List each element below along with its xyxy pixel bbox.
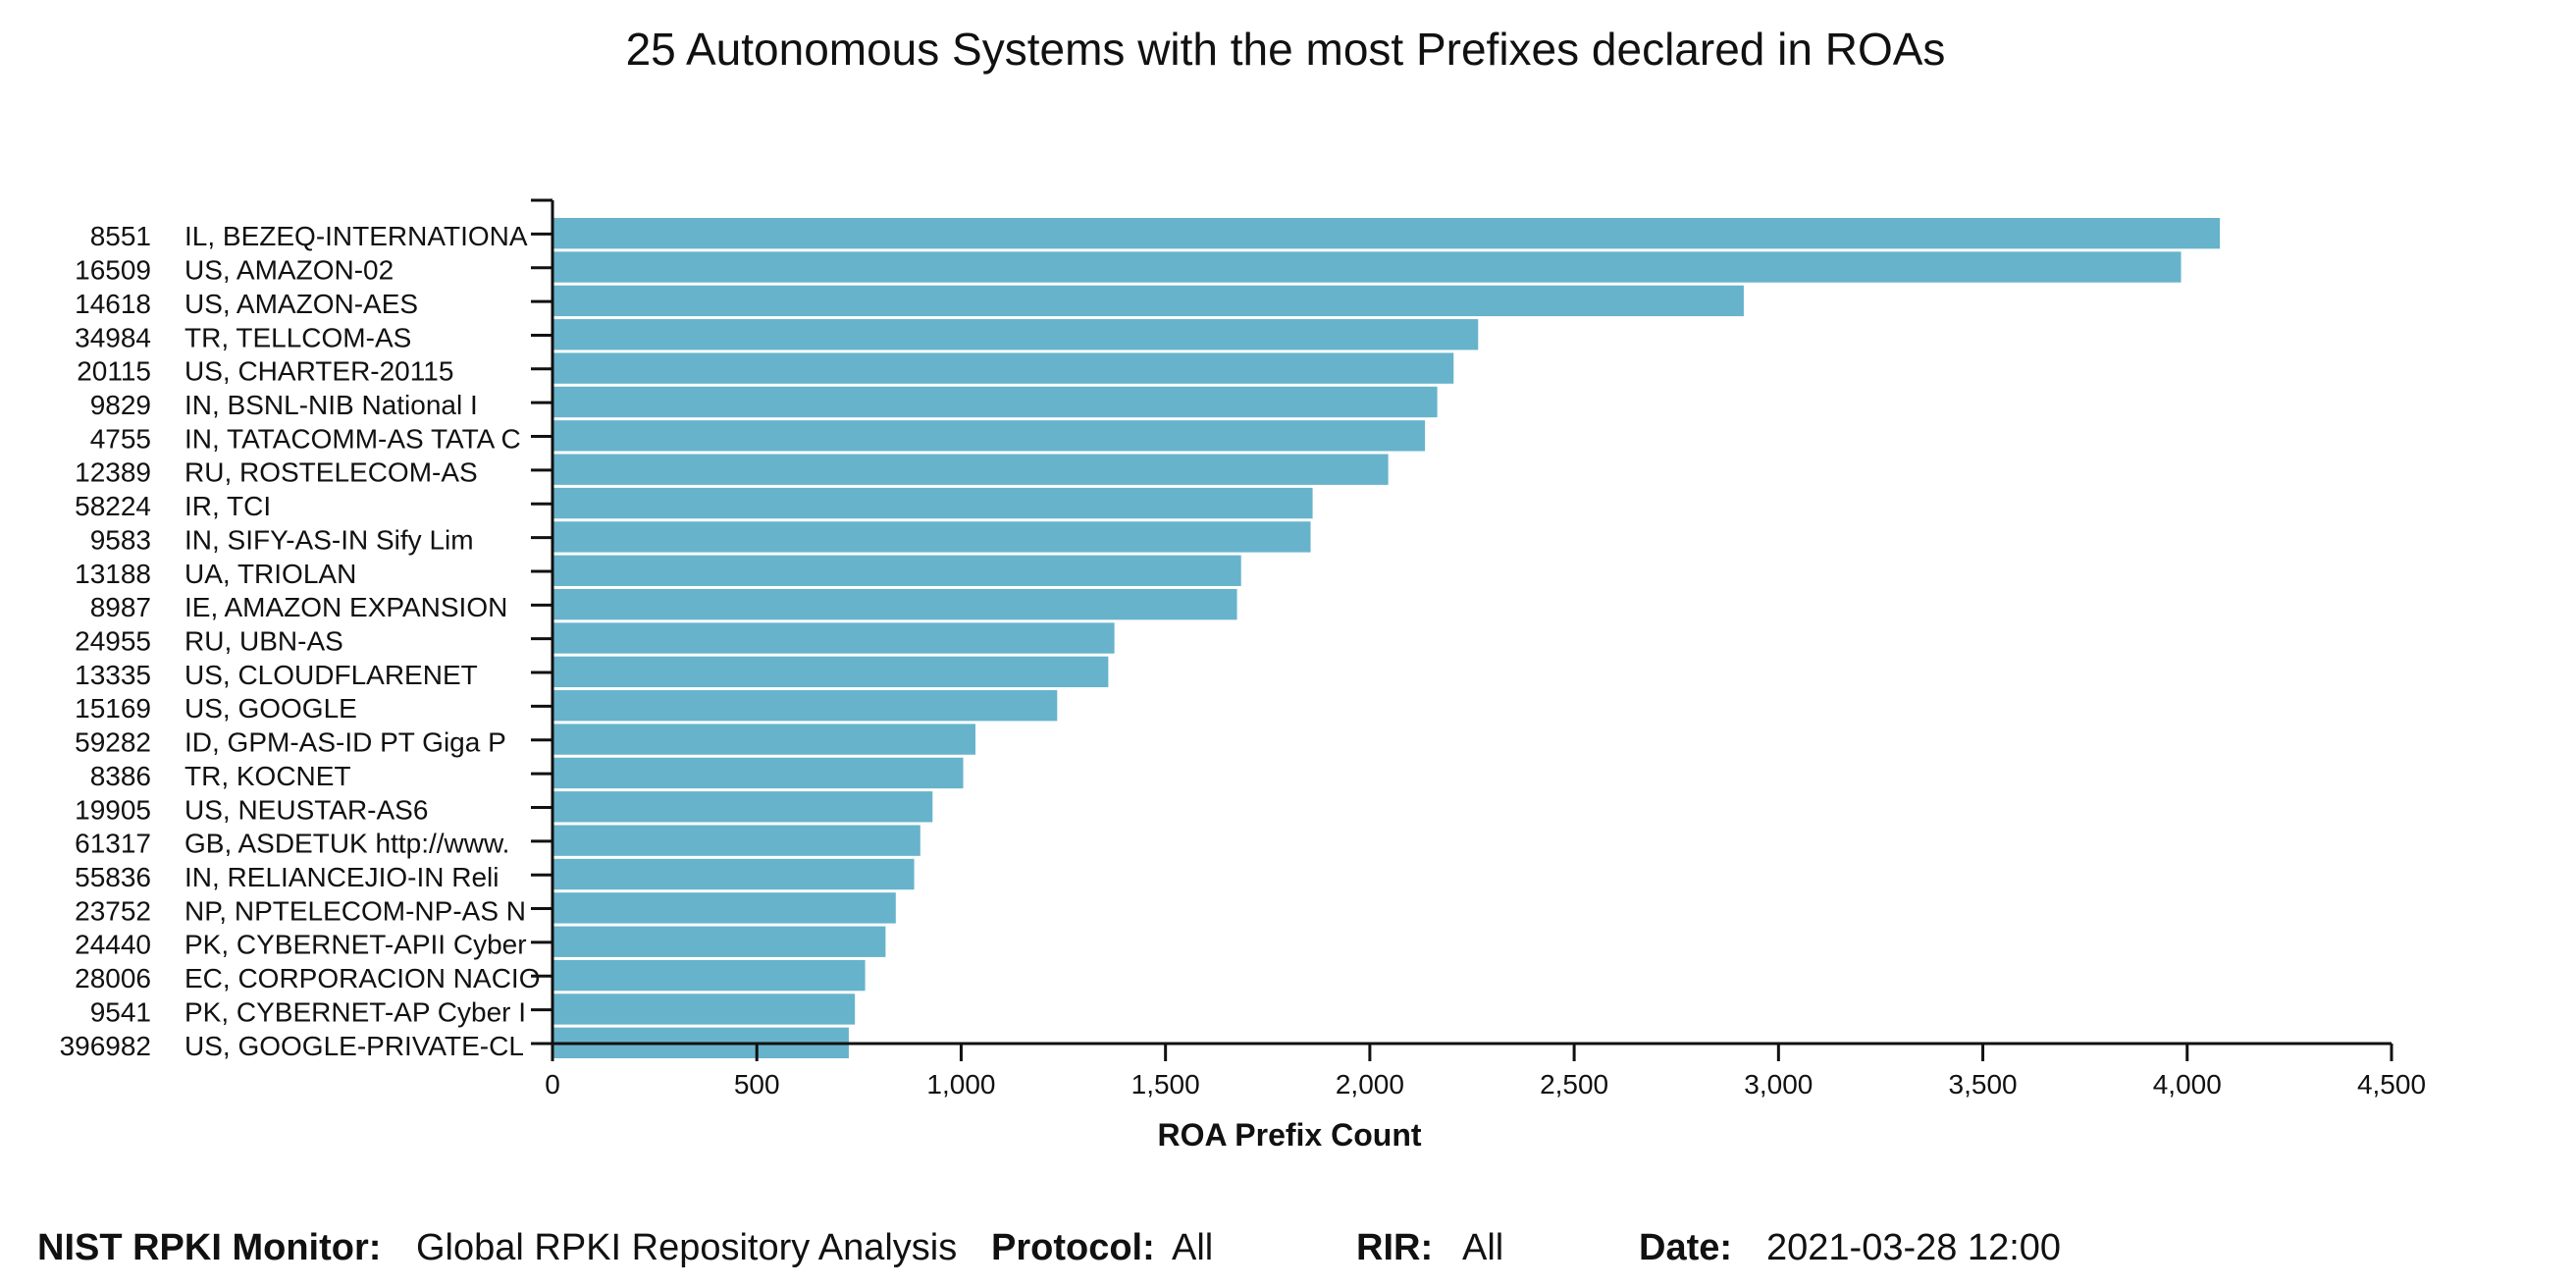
y-tick-label-asn: 8386 <box>90 761 151 791</box>
y-tick-label-name: IL, BEZEQ-INTERNATIONA <box>184 221 528 251</box>
bar <box>552 420 1426 452</box>
bar <box>552 926 886 957</box>
protocol-value: All <box>1172 1227 1214 1268</box>
bar <box>552 285 1744 317</box>
y-tick-label-name: TR, KOCNET <box>184 761 351 791</box>
bar <box>552 622 1115 654</box>
x-axis-label: ROA Prefix Count <box>1157 1117 1421 1153</box>
y-tick-label-asn: 20115 <box>77 356 151 387</box>
x-tick-label: 3,500 <box>1949 1069 2018 1100</box>
y-tick-label-asn: 14618 <box>75 289 151 319</box>
x-tick-label: 0 <box>545 1069 560 1100</box>
bar <box>552 386 1438 418</box>
y-tick-label-asn: 396982 <box>60 1031 151 1061</box>
bar <box>552 993 856 1025</box>
rir-value: All <box>1462 1227 1504 1268</box>
y-tick-label-asn: 13188 <box>75 559 151 589</box>
y-tick-label-name: IR, TCI <box>184 491 271 521</box>
y-tick-label-asn: 15169 <box>75 693 151 724</box>
bar <box>552 892 896 924</box>
y-tick-label-name: GB, ASDETUK http://www. <box>184 829 509 859</box>
bar <box>552 555 1241 586</box>
y-tick-label-name: ID, GPM-AS-ID PT Giga P <box>184 727 506 758</box>
y-tick-label-asn: 59282 <box>75 727 151 758</box>
y-tick-label-asn: 34984 <box>75 322 151 352</box>
x-tick-label: 3,000 <box>1744 1069 1813 1100</box>
y-tick-label-asn: 8987 <box>90 592 151 622</box>
x-tick-label: 2,500 <box>1540 1069 1608 1100</box>
x-tick-label: 4,500 <box>2357 1069 2426 1100</box>
date-value: 2021-03-28 12:00 <box>1766 1227 2062 1268</box>
protocol-label: Protocol: <box>991 1227 1155 1268</box>
y-tick-label-asn: 58224 <box>75 491 151 521</box>
y-tick-label-name: US, AMAZON-AES <box>184 289 418 319</box>
y-tick-label-asn: 23752 <box>75 895 151 926</box>
y-tick-label-name: NP, NPTELECOM-NP-AS N <box>184 895 526 926</box>
monitor-label: NIST RPKI Monitor: <box>37 1227 382 1268</box>
y-tick-label-name: IN, BSNL-NIB National I <box>184 390 478 420</box>
y-tick-label-asn: 8551 <box>90 221 151 251</box>
bar <box>552 251 2182 283</box>
y-tick-label-name: IN, RELIANCEJIO-IN Reli <box>184 862 499 892</box>
date-label: Date: <box>1639 1227 1733 1268</box>
y-tick-label-asn: 16509 <box>75 255 151 286</box>
monitor-value: Global RPKI Repository Analysis <box>416 1227 958 1268</box>
bar <box>552 791 933 823</box>
bar <box>552 858 915 890</box>
bar <box>552 521 1311 553</box>
bar <box>552 352 1454 384</box>
y-tick-label-asn: 19905 <box>75 794 151 825</box>
y-tick-label-name: EC, CORPORACION NACIO <box>184 963 540 993</box>
y-tick-label-name: PK, CYBERNET-AP Cyber I <box>184 996 526 1027</box>
y-tick-label-name: IN, TATACOMM-AS TATA C <box>184 423 521 454</box>
y-tick-label-name: US, AMAZON-02 <box>184 255 394 286</box>
y-tick-label-asn: 9583 <box>90 524 151 555</box>
y-tick-label-name: US, CLOUDFLARENET <box>184 660 478 690</box>
x-axis: 0 500 1,000 1,500 2,000 2,500 3,000 3,500 4,000 4… <box>545 1042 2426 1100</box>
y-axis-labels: 8551 IL, BEZEQ-INTERNATIONA 16509 US, AMAZO… <box>60 221 541 1061</box>
y-tick-label-name: IE, AMAZON EXPANSION <box>184 592 507 622</box>
bar <box>552 487 1313 519</box>
x-tick-label: 1,500 <box>1131 1069 1200 1100</box>
y-tick-label-name: RU, UBN-AS <box>184 626 343 657</box>
y-tick-label-name: US, GOOGLE <box>184 693 357 724</box>
bar <box>552 218 2221 249</box>
rir-label: RIR: <box>1356 1227 1434 1268</box>
y-tick-label-asn: 28006 <box>75 963 151 993</box>
y-tick-label-asn: 24955 <box>75 626 151 657</box>
y-tick-label-asn: 13335 <box>75 660 151 690</box>
x-tick-label: 500 <box>734 1069 780 1100</box>
y-tick-label-name: US, NEUSTAR-AS6 <box>184 794 428 825</box>
y-tick-label-name: US, GOOGLE-PRIVATE-CL <box>184 1031 524 1061</box>
bar <box>552 757 964 789</box>
bar <box>552 319 1479 350</box>
y-axis <box>531 198 554 1046</box>
bar <box>552 959 866 992</box>
y-tick-label-name: RU, ROSTELECOM-AS <box>184 457 478 488</box>
y-tick-label-name: IN, SIFY-AS-IN Sify Lim <box>184 524 474 555</box>
bar <box>552 454 1389 485</box>
x-tick-label: 2,000 <box>1336 1069 1404 1100</box>
y-tick-label-asn: 4755 <box>90 423 151 454</box>
bar <box>552 825 920 856</box>
y-tick-label-asn: 55836 <box>75 862 151 892</box>
x-tick-label: 4,000 <box>2153 1069 2222 1100</box>
y-tick-label-asn: 9829 <box>90 390 151 420</box>
bar <box>552 690 1058 722</box>
bar <box>552 656 1109 688</box>
chart-title: 25 Autonomous Systems with the most Pref… <box>626 24 1946 75</box>
y-tick-label-asn: 24440 <box>75 930 151 960</box>
bar <box>552 588 1237 620</box>
y-tick-label-name: TR, TELLCOM-AS <box>184 322 411 352</box>
bar <box>552 724 976 755</box>
y-tick-label-asn: 12389 <box>75 457 151 488</box>
y-tick-label-asn: 61317 <box>75 829 151 859</box>
y-tick-label-name: US, CHARTER-20115 <box>184 356 453 387</box>
y-tick-label-name: UA, TRIOLAN <box>184 559 356 589</box>
y-tick-label-name: PK, CYBERNET-APII Cyber <box>184 930 527 960</box>
bars <box>552 218 2221 1058</box>
x-tick-label: 1,000 <box>926 1069 995 1100</box>
y-tick-label-asn: 9541 <box>90 996 151 1027</box>
